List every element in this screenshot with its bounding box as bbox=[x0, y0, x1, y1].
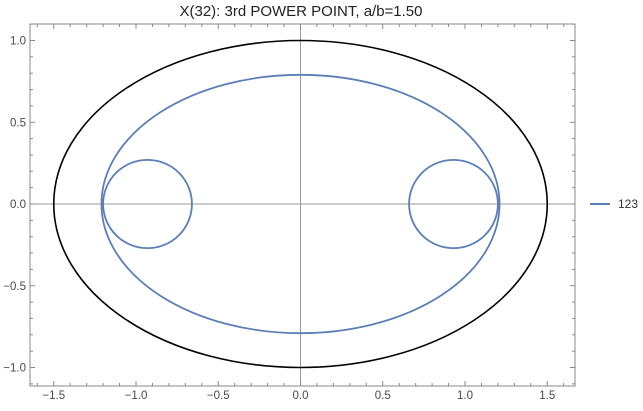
x-tick-label: 0.5 bbox=[375, 390, 391, 402]
chart-title: X(32): 3rd POWER POINT, a/b=1.50 bbox=[179, 3, 422, 20]
locus-outer-oval bbox=[100, 73, 501, 335]
locus-right-loop bbox=[408, 158, 499, 250]
y-tick-label: 0.5 bbox=[10, 117, 26, 129]
x-tick-label: −0.5 bbox=[207, 390, 230, 402]
y-tick-label: 1.0 bbox=[10, 36, 26, 48]
x-tick-label: −1.5 bbox=[42, 390, 65, 402]
reference-ellipse bbox=[52, 39, 549, 369]
plot-area: −1.5 −1.0 −0.5 0.0 0.5 1.0 1.5 −1.0 −0.5 0.0 0.5 1.… bbox=[3, 23, 576, 402]
legend: 123 bbox=[590, 197, 638, 211]
locus-left-loop bbox=[102, 158, 193, 250]
x-tick-label: 1.5 bbox=[539, 390, 555, 402]
legend-label: 123 bbox=[618, 197, 638, 211]
y-tick-label: 0.0 bbox=[10, 199, 26, 211]
y-tick-label: −0.5 bbox=[3, 281, 26, 293]
y-tick-label: −1.0 bbox=[3, 363, 26, 375]
x-tick-label: 0.0 bbox=[293, 390, 309, 402]
x-tick-label: −1.0 bbox=[125, 390, 148, 402]
plot-frame bbox=[29, 23, 576, 387]
x-tick-label: 1.0 bbox=[457, 390, 473, 402]
